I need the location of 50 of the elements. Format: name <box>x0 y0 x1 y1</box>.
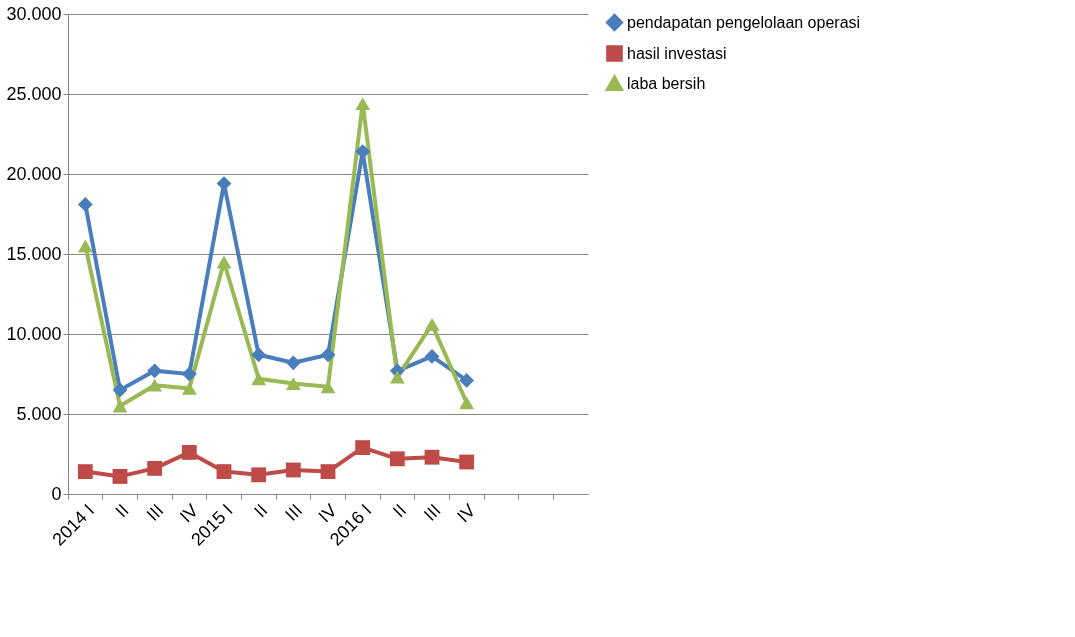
point <box>181 366 197 382</box>
x-tick-label: II <box>111 500 133 522</box>
point <box>77 464 93 480</box>
point <box>216 464 232 480</box>
y-tick-label: 5.000 <box>16 403 62 424</box>
point <box>77 196 93 212</box>
x-tick-label: II <box>388 500 411 522</box>
point <box>424 317 440 331</box>
point <box>251 347 267 363</box>
point <box>181 444 197 460</box>
point <box>251 467 267 483</box>
point <box>459 372 475 388</box>
point <box>216 255 232 269</box>
point <box>285 355 301 371</box>
legend-label: pendapatan pengelolaan operasi <box>627 13 861 31</box>
y-tick-label: 20.000 <box>6 163 62 184</box>
point <box>77 239 93 253</box>
y-tick-label: 30.000 <box>6 3 62 24</box>
point <box>147 363 163 379</box>
point <box>320 347 336 363</box>
point <box>459 454 475 470</box>
x-tick-label: II <box>250 500 272 522</box>
point <box>285 377 301 391</box>
point <box>147 460 163 476</box>
point <box>320 464 336 480</box>
point <box>355 97 371 111</box>
point <box>355 440 371 456</box>
point <box>424 348 440 364</box>
point <box>181 381 197 395</box>
point <box>112 399 128 413</box>
point <box>320 380 336 394</box>
legend-label: laba bersih <box>627 74 706 92</box>
y-tick-label: 10.000 <box>6 323 62 344</box>
x-tick-label: III <box>419 500 445 525</box>
point <box>459 396 475 410</box>
point <box>147 378 163 392</box>
x-tick-label: IV <box>453 500 480 527</box>
point <box>285 462 301 478</box>
y-tick-label: 0 <box>51 483 62 504</box>
point <box>112 468 128 484</box>
point <box>112 382 128 398</box>
x-tick-label: III <box>142 500 168 525</box>
point <box>251 372 267 386</box>
point <box>389 451 405 467</box>
y-tick-label: 15.000 <box>6 243 62 264</box>
point <box>389 370 405 384</box>
point <box>424 449 440 465</box>
legend-label: hasil investasi <box>627 44 727 62</box>
x-tick-label: III <box>281 500 307 525</box>
y-tick-label: 25.000 <box>6 83 62 104</box>
